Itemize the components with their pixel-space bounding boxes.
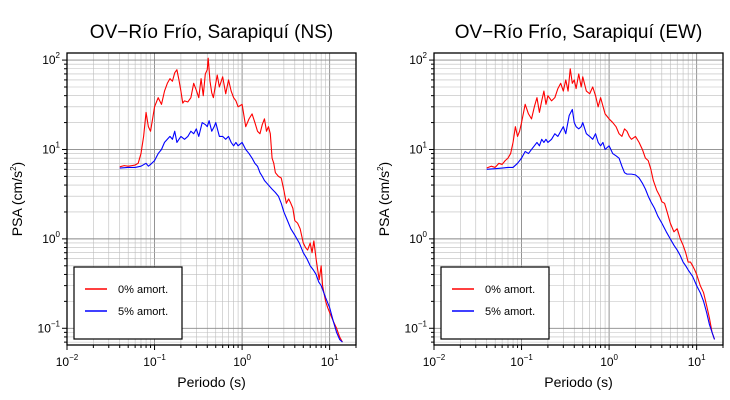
x-tick-label: 10−2 [423,353,446,369]
y-axis-label: PSA (cm/s2) [9,162,25,236]
x-tick-label: 100 [600,353,618,369]
chart-panel-0: 10−2 10−1 100 101 10−1 100 101 102 OV−Río Frío, … [9,22,357,390]
plot-frame [433,52,724,346]
chart-panel-1: 10−2 10−1 100 101 10−1 100 101 102 OV−Río Frío, … [376,22,724,390]
series-line-amort-5 [119,120,343,343]
series-line-amort-0 [119,57,343,343]
legend: 0% amort. 5% amort. [440,266,550,340]
legend-label: 0% amort. [118,284,168,296]
y-tick-label: 101 [42,140,60,156]
chart-title: OV−Río Frío, Sarapiquí (EW) [455,22,703,43]
y-tick-label: 100 [42,230,60,246]
x-tick-label: 101 [688,353,706,369]
legend-box [73,266,183,340]
y-tick-label: 102 [409,51,427,67]
plot-frame [66,52,357,346]
legend-label: 5% amort. [118,306,168,318]
x-tick-label: 100 [233,353,251,369]
grid [66,53,357,345]
legend: 0% amort. 5% amort. [73,266,183,340]
series-line-amort-5 [486,108,716,340]
chart-title: OV−Río Frío, Sarapiquí (NS) [90,22,333,43]
y-tick-label: 10−1 [38,319,61,335]
x-tick-label: 10−1 [143,353,166,369]
y-tick-label: 10−1 [405,319,428,335]
grid [433,53,724,345]
legend-label: 0% amort. [485,284,535,296]
legend-box [440,266,550,340]
y-tick-label: 102 [42,51,60,67]
x-tick-label: 10−1 [510,353,533,369]
y-axis-label: PSA (cm/s2) [376,162,392,236]
series-line-amort-0 [486,68,716,340]
x-tick-label: 10−2 [56,353,79,369]
y-tick-label: 101 [409,140,427,156]
x-axis-label: Periodo (s) [177,374,245,390]
legend-label: 5% amort. [485,306,535,318]
y-tick-label: 100 [409,230,427,246]
x-axis-label: Periodo (s) [544,374,612,390]
x-tick-label: 101 [321,353,339,369]
